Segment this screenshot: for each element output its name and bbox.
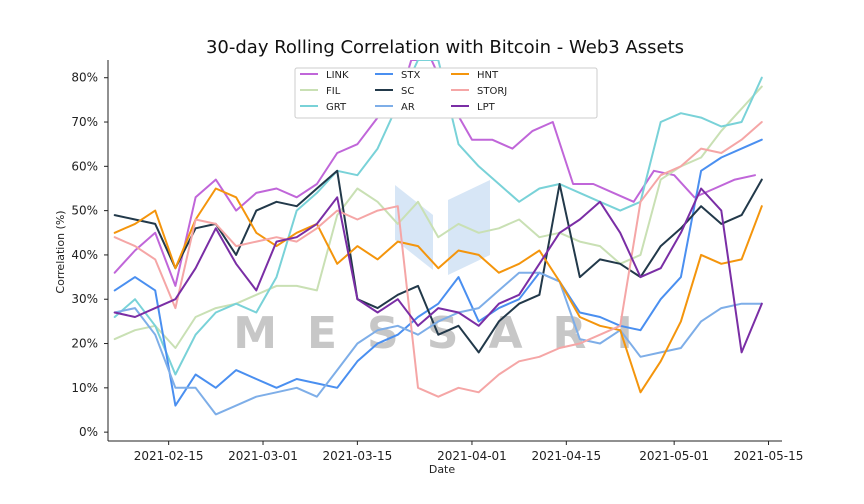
x-tick-label: 2021-04-01 — [437, 449, 507, 463]
series-line-storj — [113, 121, 763, 398]
x-tick-label: 2021-04-15 — [531, 449, 601, 463]
y-tick-label: 70% — [71, 115, 98, 129]
series-line-fil — [113, 85, 763, 349]
y-tick-label: 60% — [71, 159, 98, 173]
y-tick-label: 20% — [71, 337, 98, 351]
legend: LINK FIL GRT STX SC AR HNT STORJ LPT — [294, 67, 598, 119]
chart-title: 30-day Rolling Correlation with Bitcoin … — [206, 37, 684, 58]
series-group — [113, 60, 763, 416]
x-tick-label: 2021-02-15 — [134, 449, 204, 463]
x-tick-label: 2021-03-15 — [323, 449, 393, 463]
legend-label-ar: AR — [401, 102, 415, 113]
legend-label-link: LINK — [326, 70, 349, 81]
series-line-grt — [113, 60, 763, 376]
series-line-ar — [113, 271, 763, 416]
legend-label-stx: STX — [401, 70, 420, 81]
series-line-lpt — [113, 187, 763, 354]
series-line-link — [113, 60, 756, 287]
x-tick-label: 2021-05-01 — [639, 449, 709, 463]
y-tick-label: 80% — [71, 71, 98, 85]
series-line-stx — [113, 138, 763, 407]
y-tick-group: 0% 10% 20% 30% 40% 50% 60% 70% 80% — [71, 71, 108, 439]
watermark-logo-left — [395, 185, 433, 270]
y-tick-label: 30% — [71, 292, 98, 306]
series-line-hnt — [113, 187, 763, 394]
legend-label-grt: GRT — [326, 102, 347, 113]
legend-items: LINK FIL GRT STX SC AR HNT STORJ LPT — [300, 70, 507, 113]
y-tick-label: 0% — [79, 425, 98, 439]
y-tick-label: 10% — [71, 381, 98, 395]
y-tick-label: 50% — [71, 204, 98, 218]
legend-frame — [294, 67, 598, 119]
legend-label-storj: STORJ — [477, 86, 507, 97]
watermark-text: MESSARI — [233, 308, 663, 359]
x-tick-group: 2021-02-15 2021-03-01 2021-03-15 2021-04-01… — [134, 441, 804, 463]
legend-label-hnt: HNT — [477, 70, 499, 81]
y-axis-title: Correlation (%) — [54, 210, 67, 293]
x-axis-title: Date — [429, 463, 456, 476]
legend-label-lpt: LPT — [477, 102, 496, 113]
legend-label-fil: FIL — [326, 86, 341, 97]
x-tick-label: 2021-03-01 — [228, 449, 298, 463]
series-line-sc — [113, 169, 763, 354]
y-tick-label: 40% — [71, 248, 98, 262]
legend-label-sc: SC — [401, 86, 414, 97]
x-tick-label: 2021-05-15 — [734, 449, 804, 463]
